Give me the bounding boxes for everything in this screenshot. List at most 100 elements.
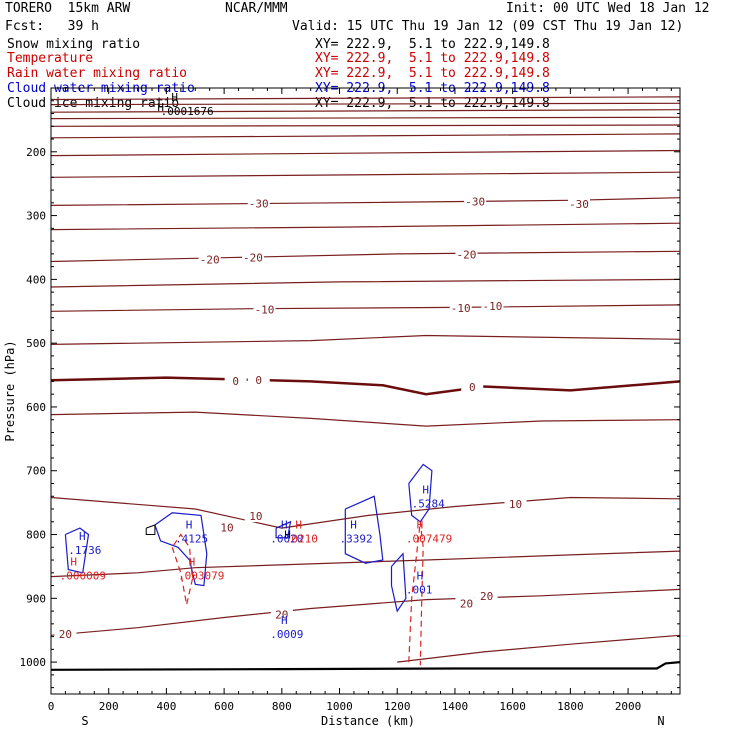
isotherm-label-bg	[455, 248, 478, 261]
field-snow-xy: XY= 222.9, 5.1 to 222.9,149.8	[315, 37, 550, 52]
maximum-marker: H	[281, 614, 288, 627]
maximum-marker: H	[350, 519, 357, 532]
x-tick-label: 1200	[384, 700, 411, 713]
isotherm-label-bg	[247, 374, 270, 387]
isotherm-label: -10	[255, 303, 275, 316]
isotherm-label: 0	[255, 374, 262, 387]
north-edge-label: N	[657, 714, 664, 728]
isotherm-minus60	[50, 109, 681, 113]
x-tick-label: 600	[214, 700, 234, 713]
isotherm-25	[397, 634, 681, 663]
maximum-value: .0009	[270, 628, 303, 641]
x-tick-label: 400	[156, 700, 176, 713]
isotherm-10	[50, 496, 681, 529]
maximum-marker: H	[189, 556, 196, 569]
y-tick-label: 600	[26, 401, 46, 414]
isotherm-label-bg	[247, 197, 270, 210]
isotherm-5	[50, 411, 681, 427]
x-tick-label: 1800	[557, 700, 584, 713]
isotherm-20	[50, 588, 681, 636]
isotherm-minus20	[50, 250, 681, 263]
y-tick-label: 400	[26, 273, 46, 286]
isotherm-label: -10	[451, 302, 471, 315]
isotherm-minus45	[50, 133, 681, 139]
isotherm-label-bg	[475, 589, 498, 602]
isotherm-label-bg	[449, 302, 472, 315]
field-rain-xy: XY= 222.9, 5.1 to 222.9,149.8	[315, 66, 550, 81]
isotherm-label-bg	[198, 253, 221, 266]
x-tick-label: 0	[48, 700, 55, 713]
isotherm-label-bg	[216, 521, 239, 534]
isotherm-label: -20	[200, 254, 220, 267]
isotherm-label-bg	[464, 195, 487, 208]
field-rain-name: Rain water mixing ratio	[7, 66, 188, 81]
forecast-hour: Fcst: 39 h	[5, 19, 99, 34]
maximum-value: .001	[406, 584, 433, 597]
isotherm-label-bg	[54, 628, 77, 641]
isotherm-label: 10	[220, 522, 233, 535]
x-tick-label: 200	[99, 700, 119, 713]
maximum-marker: H	[171, 91, 178, 104]
maximum-marker: H	[281, 519, 288, 532]
field-temperature-xy: XY= 222.9, 5.1 to 222.9,149.8	[315, 51, 550, 66]
isotherm-label-bg	[455, 597, 478, 610]
isotherm-minus70	[50, 96, 681, 101]
maximum-marker: H	[79, 530, 86, 543]
isotherm-label-bg	[244, 510, 267, 523]
isotherm-label: 20	[460, 597, 473, 610]
maximum-value: .000009	[60, 570, 106, 583]
field-temperature-name: Temperature	[7, 51, 94, 66]
y-tick-label: 800	[26, 529, 46, 542]
isotherm-minus10	[50, 304, 681, 312]
isotherm-label: 20	[480, 590, 493, 603]
isotherm-label-bg	[253, 303, 276, 316]
isotherm-label: -10	[483, 300, 503, 313]
isotherm-minus15	[50, 278, 681, 288]
cloud-water-contour	[64, 527, 90, 574]
isotherm-label-bg	[224, 374, 247, 387]
cloud-ice-contour	[145, 524, 156, 535]
y-tick-label: 700	[26, 465, 46, 478]
field-snow-name: Snow mixing ratio	[7, 37, 141, 52]
valid-time: Valid: 15 UTC Thu 19 Jan 12 (09 CST Thu …	[292, 19, 684, 34]
maximum-marker: H	[417, 519, 424, 532]
isotherm-minus50	[50, 124, 681, 127]
cloud-ice-high-marker: H	[157, 101, 164, 114]
isotherm-label: -30	[569, 198, 589, 211]
cloud-ice-high-marker: H	[284, 529, 291, 542]
maximum-marker: H	[70, 556, 77, 569]
isotherm-minus35	[50, 171, 681, 178]
maximum-value: .0210	[285, 533, 318, 546]
isotherm-label: 10	[509, 498, 522, 511]
maximum-marker: H	[295, 519, 302, 532]
isotherm-label: -30	[465, 196, 485, 209]
isotherm-minus55	[50, 116, 681, 120]
isotherm-label: -30	[249, 197, 269, 210]
organization-label: NCAR/MMM	[225, 1, 288, 16]
isotherm-minus5	[50, 334, 681, 345]
isotherm-label-bg	[568, 198, 591, 211]
isotherm-label-bg	[241, 251, 264, 264]
isotherm-label: 10	[249, 510, 262, 523]
y-tick-label: 300	[26, 210, 46, 223]
maximum-value: .5284	[412, 497, 445, 510]
y-tick-label: 200	[26, 146, 46, 159]
isotherm-label-bg	[270, 608, 293, 621]
x-axis-label: Distance (km)	[321, 714, 415, 728]
maximum-value: .1736	[68, 544, 101, 557]
maximum-marker: H	[422, 483, 429, 496]
y-axis-label: Pressure (hPa)	[3, 340, 17, 441]
isotherm-minus25	[50, 222, 681, 231]
maximum-value: .003079	[178, 570, 224, 583]
x-tick-label: 2000	[615, 700, 642, 713]
isotherm-label-bg	[481, 300, 504, 313]
south-edge-label: S	[81, 714, 88, 728]
isotherm-0	[50, 376, 681, 396]
isotherm-label-bg	[461, 381, 484, 394]
maximum-value: .007479	[406, 533, 452, 546]
maximum-marker: H	[417, 570, 424, 583]
y-tick-label: 900	[26, 592, 46, 605]
y-tick-label: 1000	[20, 656, 47, 669]
rain-contour	[408, 521, 424, 666]
